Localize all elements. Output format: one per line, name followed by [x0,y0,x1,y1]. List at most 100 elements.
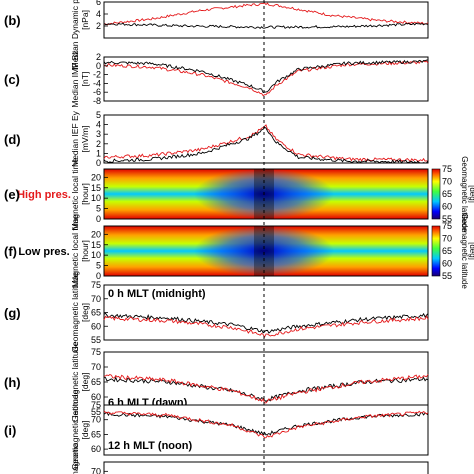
heatmap-midnight-band [254,226,274,276]
y-tick-label: -8 [93,96,101,106]
plot-frame [103,114,429,164]
series-line-1 [103,410,429,439]
mlt-annotation: 12 h MLT (noon) [108,440,192,452]
y-tick-label: 75 [91,280,101,290]
y-tick-label: 65 [91,429,101,439]
y-tick-label: 55 [91,407,101,417]
y-axis-label: Geomagnetic latitude [70,272,80,353]
y-tick-label: 2 [96,52,101,62]
y-tick-label: 10 [91,193,101,203]
y-tick-label: -4 [93,78,101,88]
y-tick-label: 20 [91,229,101,239]
series-line-1 [103,315,429,339]
mlt-annotation: 0 h MLT (midnight) [108,288,206,300]
y-tick-label: 15 [91,183,101,193]
y-tick-label: 60 [91,392,101,402]
y-tick-label: 15 [91,240,101,250]
panel-f: 55 60 65 70 75 Geomagnetic latitude [deg] Low p… [4,213,474,289]
colorbar-tick-label: 60 [442,202,452,212]
y-tick-label: 0 [96,61,101,71]
series-line-1 [103,373,429,404]
panel-letter: (g) [4,306,21,321]
y-tick-label: 65 [91,377,101,387]
series-line-0 [103,312,429,334]
colorbar-tick-label: 55 [442,271,452,281]
y-axis-label: Geomagnetic [70,443,80,474]
y-tick-label: 2 [96,139,101,149]
y-tick-label: -6 [93,87,101,97]
y-tick-label: 0 [96,158,101,168]
y-axis-label: Median IMF Bz [70,50,80,107]
colorbar-unit-label: [deg] [468,185,474,203]
series-line-1 [103,22,429,30]
y-axis-label: Magnetic local time [70,157,80,230]
series-line-0 [103,124,429,163]
panel-c: 20-2-4-6-8 Median IMF Bz [nT] (c) [4,50,429,108]
y-axis-unit-label: [mV/m] [80,126,90,153]
series-line-1 [103,126,429,164]
y-tick-label: 0 [96,214,101,224]
y-axis-unit-label: [nT] [80,72,90,87]
colorbar-tick-label: 60 [442,259,452,269]
plot-frame-border [103,225,429,277]
plot-frame [103,461,429,474]
y-tick-label: 0 [96,271,101,281]
plot-frame-border [103,168,429,220]
y-axis-label: Median Dynamic pressure [70,0,80,69]
y-axis-unit-label: [deg] [80,303,90,322]
series-line-0 [103,2,429,26]
y-tick-label: 75 [91,400,101,410]
panel-g: 0 h MLT (midnight) 55 60 65 70 75 Geomagnetic … [4,272,429,353]
y-axis-label: Median IEF Ey [70,110,80,166]
y-tick-label: 60 [91,444,101,454]
colorbar-tick-label: 75 [442,164,452,174]
y-tick-label: 70 [91,294,101,304]
y-tick-label: 70 [91,362,101,372]
y-tick-label: 65 [91,308,101,318]
panel-letter: (i) [4,423,16,438]
y-tick-label: 20 [91,172,101,182]
y-axis-unit-label: [deg] [80,373,90,392]
plot-frame [103,404,429,456]
panel-letter: (h) [4,375,21,390]
colorbar-tick-label: 65 [442,189,452,199]
y-tick-label: 5 [96,261,101,271]
y-tick-label: -2 [93,70,101,80]
y-axis-unit-label: [hour] [80,183,90,205]
colorbar-tick-label: 75 [442,221,452,231]
panel-letter: (d) [4,132,21,147]
panel-letter: (c) [4,72,20,87]
y-axis-unit-label: [nPa] [80,10,90,30]
colorbar [431,225,441,277]
y-axis-unit-label: [hour] [80,240,90,262]
y-tick-label: 60 [91,321,101,331]
colorbar-tick-label: 55 [442,214,452,224]
y-axis-label: Magnetic local time [70,214,80,287]
y-tick-label: 75 [91,347,101,357]
y-tick-label: 5 [96,204,101,214]
y-axis-unit-label: [deg] [80,421,90,440]
series-line-1 [103,59,429,94]
y-tick-label: 55 [91,335,101,345]
colorbar [431,168,441,220]
panel-j: 70 Geomagnetic [70,443,429,474]
heatmap-central-trough [194,226,334,276]
panel-letter: (e) [4,187,20,202]
colorbar-tick-label: 70 [442,234,452,244]
y-tick-label: 4 [96,9,101,19]
colorbar-tick-label: 65 [442,246,452,256]
y-tick-label: 4 [96,120,101,130]
y-tick-label: 10 [91,250,101,260]
colorbar-tick-label: 70 [442,177,452,187]
panel-b: 2 4 6 Median Dynamic pressure [nPa] (b) [4,0,429,69]
series-line-0 [103,60,429,97]
y-axis-label: Geomagnetic latitude [70,342,80,423]
y-tick-label: 70 [91,466,101,474]
y-tick-label: 6 [96,0,101,7]
y-tick-label: 1 [96,148,101,158]
colorbar-unit-label: [deg] [468,242,474,260]
pressure-group-label: High pres. [17,189,71,201]
y-axis-label: Geomagnetic latitude [70,390,80,471]
